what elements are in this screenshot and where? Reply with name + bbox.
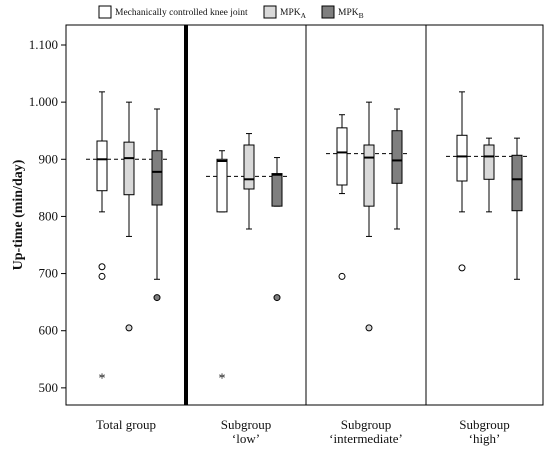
group-panel: * <box>86 91 169 386</box>
y-tick-label: 1.100 <box>29 37 58 52</box>
legend-item-mpkb: MPKB <box>321 5 364 20</box>
box-mpkb <box>271 157 283 302</box>
outlier-point <box>125 324 133 332</box>
box-iqr <box>511 154 523 212</box>
box-mech <box>336 114 348 280</box>
box-mpka <box>243 133 255 230</box>
box-mpka <box>123 101 135 332</box>
outlier-point <box>98 272 106 280</box>
legend-item-mech: Mechanically controlled knee joint <box>98 5 248 19</box>
group-label: Subgroup ‘high’ <box>459 417 510 446</box>
outlier-point <box>365 324 373 332</box>
box-iqr <box>151 150 163 206</box>
box-iqr <box>271 173 283 207</box>
y-tick-label: 900 <box>39 151 59 166</box>
legend-swatch <box>98 5 112 19</box>
y-axis: 500 600 700 800 900 1.000 1.100 <box>29 37 66 395</box>
box-mpkb <box>151 108 163 302</box>
box-mech: * <box>216 150 228 386</box>
box-mech <box>456 91 468 272</box>
legend-swatch <box>263 5 277 19</box>
outlier-point <box>458 264 466 272</box>
legend-item-mpka: MPKA <box>263 5 307 20</box>
box-iqr <box>456 134 468 182</box>
y-tick-label: 1.000 <box>29 94 58 109</box>
box-iqr <box>336 127 348 186</box>
box-mpkb <box>391 108 403 230</box>
y-axis-label: Up-time (min/day) <box>11 159 26 270</box>
group-label: Total group <box>96 417 156 432</box>
legend-label: MPKB <box>338 8 364 20</box>
box-iqr <box>483 144 495 180</box>
box-iqr <box>391 130 403 184</box>
group-panel: * <box>206 133 289 386</box>
legend-label: MPKA <box>280 8 307 20</box>
group-panel <box>326 101 409 332</box>
extreme-point: * <box>99 371 106 386</box>
outlier-point <box>273 294 281 302</box>
box-iqr <box>216 158 228 213</box>
y-tick-label: 600 <box>39 323 59 338</box>
outlier-point <box>338 272 346 280</box>
box-mech: * <box>96 91 108 386</box>
y-tick-label: 800 <box>39 208 59 223</box>
box-mpkb <box>511 137 523 280</box>
y-tick-label: 700 <box>39 266 59 281</box>
x-axis-group-labels: Total group Subgroup ‘low’ Subgroup ‘interme… <box>96 417 510 446</box>
box-mpka <box>363 101 375 332</box>
legend-label: Mechanically controlled knee joint <box>115 8 248 18</box>
box-mpka <box>483 137 495 213</box>
box-iqr <box>243 144 255 190</box>
outlier-point <box>153 294 161 302</box>
plot-area: * * <box>65 24 544 406</box>
group-label: Subgroup ‘intermediate’ <box>329 417 403 446</box>
box-iqr <box>96 140 108 192</box>
plot-frame <box>65 24 544 406</box>
group-panel <box>446 91 529 280</box>
outlier-point <box>98 263 106 271</box>
extreme-point: * <box>219 371 226 386</box>
box-iqr <box>123 141 135 196</box>
legend-swatch <box>321 5 335 19</box>
legend: Mechanically controlled knee joint MPKA MP… <box>98 5 364 20</box>
box-iqr <box>363 144 375 207</box>
group-label: Subgroup ‘low’ <box>221 417 272 446</box>
y-tick-label: 500 <box>39 380 59 395</box>
